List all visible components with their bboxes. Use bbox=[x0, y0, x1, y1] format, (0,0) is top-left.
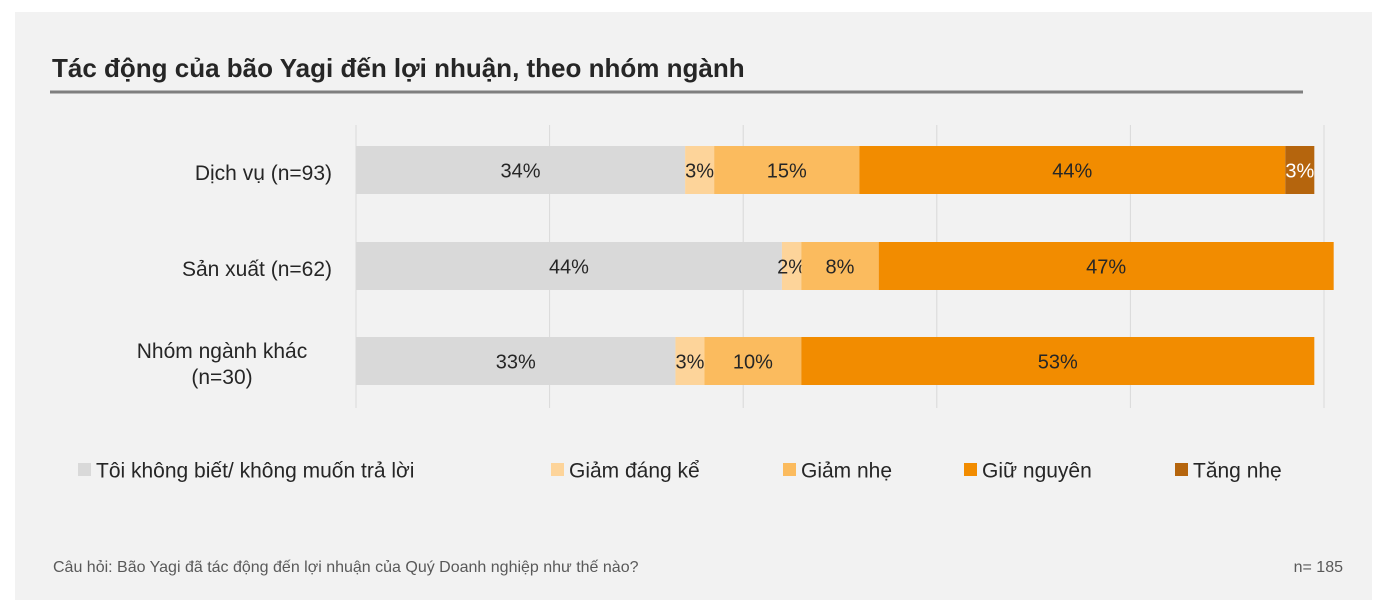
bar-segment bbox=[675, 337, 705, 385]
bar-segment bbox=[801, 242, 879, 290]
category-text: Nhóm ngành khác (n=30) bbox=[136, 340, 308, 389]
legend-label: Giảm đáng kể bbox=[569, 460, 700, 483]
legend-swatch bbox=[783, 463, 796, 476]
sample-size: n= 185 bbox=[1294, 559, 1343, 576]
bar-segment bbox=[356, 337, 676, 385]
category-label: Nhóm ngành khác (n=30) bbox=[72, 335, 332, 395]
data-label: 3% bbox=[685, 160, 714, 182]
bar-segment bbox=[356, 242, 782, 290]
category-text: Dịch vụ (n=93) bbox=[194, 162, 332, 185]
legend-swatch bbox=[78, 463, 91, 476]
legend-label: Tôi không biết/ không muốn trả lời bbox=[96, 460, 414, 483]
data-label: 3% bbox=[676, 351, 705, 373]
bar-segment bbox=[878, 242, 1334, 290]
bar-segment bbox=[685, 146, 715, 194]
data-label: 10% bbox=[733, 351, 773, 373]
bar-segment bbox=[714, 146, 860, 194]
bar-segment bbox=[859, 146, 1286, 194]
data-label: 2% bbox=[777, 256, 806, 278]
legend-label: Giữ nguyên bbox=[982, 460, 1092, 483]
data-label: 47% bbox=[1086, 256, 1126, 278]
category-label: Dịch vụ (n=93) bbox=[72, 144, 332, 204]
data-label: 15% bbox=[767, 160, 807, 182]
legend-label: Giảm nhẹ bbox=[801, 460, 892, 483]
data-label: 44% bbox=[549, 256, 589, 278]
bar-segment bbox=[356, 146, 686, 194]
data-label: 33% bbox=[496, 351, 536, 373]
bar-segment bbox=[781, 242, 802, 290]
bar-segment bbox=[801, 337, 1315, 385]
data-label: 34% bbox=[501, 160, 541, 182]
legend-swatch bbox=[1175, 463, 1188, 476]
legend-swatch bbox=[964, 463, 977, 476]
data-label: 8% bbox=[826, 256, 855, 278]
legend-swatch bbox=[551, 463, 564, 476]
data-label: 44% bbox=[1052, 160, 1092, 182]
legend-label: Tăng nhẹ bbox=[1193, 460, 1282, 483]
panel bbox=[15, 12, 1372, 600]
data-label: 3% bbox=[1285, 160, 1314, 182]
chart-title: Tác động của bão Yagi đến lợi nhuận, the… bbox=[52, 53, 745, 83]
category-label: Sản xuất (n=62) bbox=[72, 240, 332, 300]
bar-segment bbox=[704, 337, 802, 385]
bar-segment bbox=[1285, 146, 1315, 194]
note: Câu hỏi: Bão Yagi đã tác động đến lợi nh… bbox=[53, 559, 639, 576]
category-text: Sản xuất (n=62) bbox=[181, 258, 332, 281]
data-label: 53% bbox=[1038, 351, 1078, 373]
